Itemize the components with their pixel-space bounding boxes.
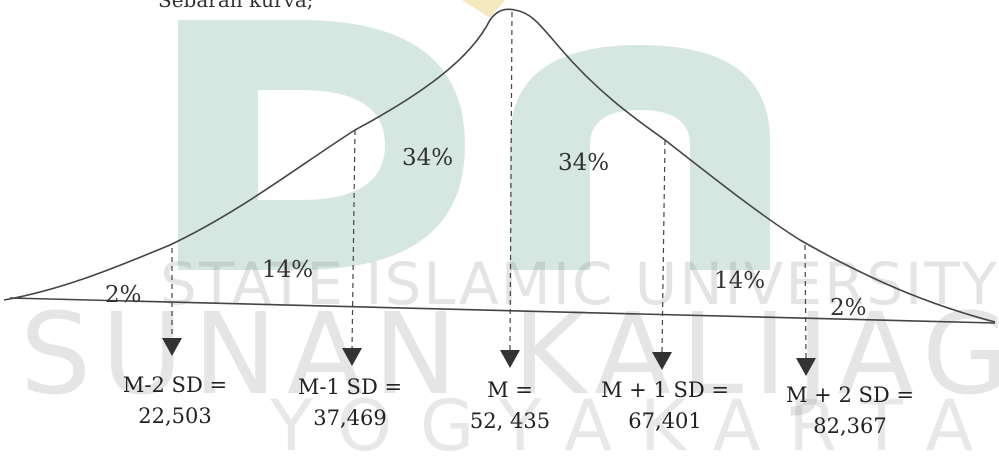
dashed-marker-m-minus-1sd — [351, 129, 356, 351]
region-label-left-34: 34% — [402, 145, 454, 171]
marker-value: 52, 435 — [469, 409, 551, 433]
marker-label-m-minus-1sd: M-1 SD = 37,469 — [275, 372, 425, 434]
watermark-university-label: STATE ISLAMIC UNIVERSITY — [160, 250, 999, 318]
region-label-right-34: 34% — [558, 150, 610, 176]
marker-formula: M = — [487, 378, 533, 402]
diagram-caption: Sebaran kurva; — [158, 0, 314, 12]
dashed-marker-m-plus-2sd — [804, 244, 807, 359]
marker-formula: M + 1 SD = — [601, 378, 729, 402]
marker-label-m-minus-2sd: M-2 SD = 22,503 — [100, 370, 250, 432]
bell-curve — [3, 8, 996, 323]
baseline — [9, 297, 996, 324]
marker-value: 22,503 — [138, 404, 212, 428]
marker-label-mean: M = 52, 435 — [440, 375, 580, 437]
dashed-marker-mean — [509, 11, 513, 351]
marker-label-m-plus-2sd: M + 2 SD = 82,367 — [765, 380, 935, 442]
arrow-head-m-minus-2sd — [162, 338, 182, 356]
normal-distribution-diagram: STATE ISLAMIC UNIVERSITY SUNAN KALIJAGA … — [3, 0, 999, 467]
dashed-marker-m-plus-1sd — [661, 139, 666, 353]
marker-formula: M-2 SD = — [122, 373, 228, 397]
bell-curve-graphic — [3, 8, 996, 376]
arrow-head-m-minus-1sd — [342, 348, 362, 366]
marker-formula: M-1 SD = — [297, 375, 403, 399]
university-logo-watermark — [178, 0, 770, 270]
marker-value: 67,401 — [628, 409, 702, 433]
arrow-head-m-plus-2sd — [796, 358, 816, 376]
marker-value: 82,367 — [813, 414, 887, 438]
arrow-head-m-plus-1sd — [652, 352, 672, 370]
region-label-right-tail: 2% — [830, 295, 867, 321]
marker-value: 37,469 — [313, 406, 387, 430]
arrow-head-mean — [500, 350, 520, 368]
region-label-right-14: 14% — [714, 268, 766, 294]
region-label-left-tail: 2% — [105, 282, 142, 308]
marker-label-m-plus-1sd: M + 1 SD = 67,401 — [585, 375, 745, 437]
region-label-left-14: 14% — [262, 257, 314, 283]
marker-formula: M + 2 SD = — [786, 383, 914, 407]
